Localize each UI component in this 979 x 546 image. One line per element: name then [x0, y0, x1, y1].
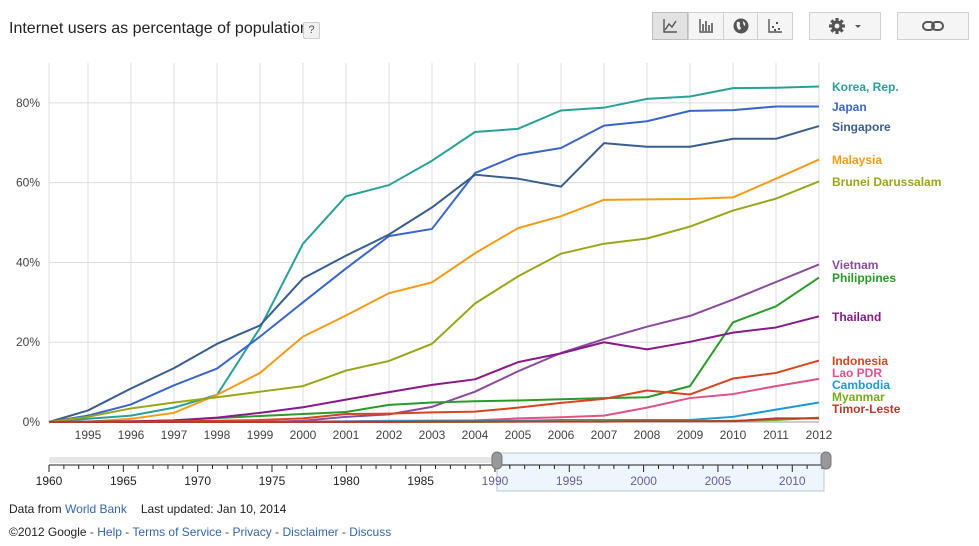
x-tick-label: 2005: [505, 428, 532, 442]
timeline-label: 1960: [36, 474, 63, 488]
y-tick-label: 40%: [16, 255, 40, 269]
y-tick-label: 80%: [16, 96, 40, 110]
chart-title: Internet users as percentage of populati…: [9, 20, 309, 37]
x-tick-label: 1995: [75, 428, 102, 442]
series-label[interactable]: Thailand: [832, 310, 881, 324]
settings-button[interactable]: [809, 12, 881, 40]
series-label[interactable]: Japan: [832, 100, 867, 114]
line-chart: 0% 20% 40% 60% 80% 1995 1996 1997 1998 1999 2000 20…: [16, 63, 941, 492]
discuss-link[interactable]: Discuss: [349, 525, 392, 539]
series-label[interactable]: Myanmar: [832, 390, 885, 404]
data-from-label: Data from: [9, 502, 62, 516]
timeline-label: 1970: [184, 474, 211, 488]
x-tick-label: 2004: [462, 428, 489, 442]
x-tick-label: 2003: [419, 428, 446, 442]
map-globe-icon: [733, 18, 749, 34]
help-link[interactable]: Help: [97, 525, 122, 539]
y-tick-label: 20%: [16, 335, 40, 349]
line-chart-button[interactable]: [652, 12, 688, 40]
source-link[interactable]: World Bank: [65, 502, 127, 516]
series-label[interactable]: Vietnam: [832, 258, 878, 272]
series-line[interactable]: [49, 417, 819, 423]
terms-link[interactable]: Terms of Service: [132, 525, 222, 539]
x-tick-label: 2009: [677, 428, 704, 442]
copyright-label: ©2012 Google: [9, 525, 87, 539]
gear-icon: [829, 18, 861, 34]
link-icon: [922, 21, 944, 31]
x-tick-label: 1999: [247, 428, 274, 442]
x-tick-label: 2002: [376, 428, 403, 442]
timeline-label: 2005: [705, 474, 732, 488]
timeline-selection: [496, 452, 825, 492]
x-tick-label: 2011: [763, 428, 789, 442]
x-tick-label: 2008: [634, 428, 661, 442]
y-tick-label: 60%: [16, 176, 40, 190]
timeline-label: 1980: [333, 474, 360, 488]
timeline-handle[interactable]: [491, 451, 503, 470]
footer-links: ©2012 Google - Help - Terms of Service -…: [9, 525, 392, 539]
x-tick-label: 1997: [161, 428, 188, 442]
timeline-label: 2000: [630, 474, 657, 488]
series-line[interactable]: [48, 158, 820, 423]
line-chart-icon: [663, 19, 677, 33]
scatter-chart-icon: [768, 19, 782, 33]
series-line[interactable]: [48, 105, 819, 423]
bar-chart-icon: [699, 19, 713, 33]
series-line[interactable]: [48, 125, 820, 423]
help-badge[interactable]: ?: [303, 22, 320, 39]
scatter-chart-button[interactable]: [757, 12, 793, 40]
series-label[interactable]: Timor-Leste: [832, 402, 901, 416]
series-line[interactable]: [48, 180, 820, 423]
timeline-label: 2010: [779, 474, 806, 488]
x-tick-label: 1996: [118, 428, 145, 442]
series-line[interactable]: [49, 276, 820, 423]
series-line[interactable]: [48, 85, 820, 423]
timeline-label: 1995: [556, 474, 583, 488]
series-label[interactable]: Korea, Rep.: [832, 80, 899, 94]
privacy-link[interactable]: Privacy: [232, 525, 272, 539]
series-label[interactable]: Malaysia: [832, 153, 882, 167]
x-tick-label: 2012: [806, 428, 833, 442]
y-tick-label: 0%: [23, 415, 41, 429]
series-label[interactable]: Indonesia: [832, 354, 888, 368]
last-updated-label: Last updated: Jan 10, 2014: [140, 502, 287, 516]
timeline-label: 1965: [110, 474, 137, 488]
timeline-label: 1985: [407, 474, 434, 488]
series-label[interactable]: Brunei Darussalam: [832, 175, 941, 189]
footer-source: Data from World Bank Last updated: Jan 10…: [9, 502, 286, 516]
disclaimer-link[interactable]: Disclaimer: [282, 525, 339, 539]
series-label[interactable]: Cambodia: [832, 378, 890, 392]
timeline-label: 1975: [259, 474, 286, 488]
x-tick-label: 2006: [548, 428, 575, 442]
x-tick-label: 2010: [720, 428, 747, 442]
timeline-label: 1990: [482, 474, 509, 488]
timeline-handle[interactable]: [820, 451, 832, 470]
bar-chart-button[interactable]: [688, 12, 724, 40]
x-tick-label: 2001: [333, 428, 360, 442]
link-button[interactable]: [897, 12, 969, 40]
series-label[interactable]: Singapore: [832, 120, 891, 134]
x-tick-label: 1998: [204, 428, 231, 442]
series-label[interactable]: Lao PDR: [832, 366, 882, 380]
series-line[interactable]: [49, 359, 820, 423]
series-label[interactable]: Philippines: [832, 271, 896, 285]
x-tick-label: 2000: [290, 428, 317, 442]
x-tick-label: 2007: [591, 428, 618, 442]
